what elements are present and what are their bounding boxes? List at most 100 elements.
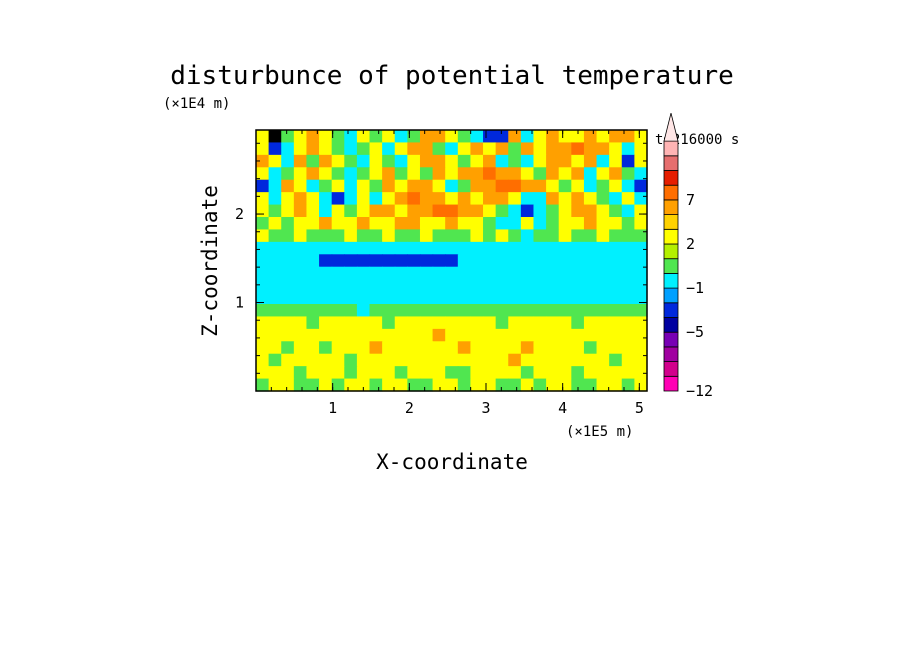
- field-cell: [382, 167, 396, 181]
- field-cell: [558, 341, 572, 355]
- field-cell: [609, 266, 623, 280]
- field-cell: [457, 378, 472, 392]
- field-cell: [382, 217, 396, 231]
- field-cell: [634, 291, 648, 305]
- field-cell: [583, 254, 598, 268]
- field-cell: [495, 229, 509, 243]
- field-cell: [634, 328, 648, 342]
- field-cell: [369, 167, 383, 181]
- field-cell: [256, 179, 270, 193]
- field-cell: [609, 279, 623, 293]
- field-cell: [293, 366, 308, 380]
- field-cell: [470, 366, 484, 380]
- field-cell: [407, 142, 421, 156]
- field-cell: [495, 316, 509, 330]
- field-cell: [445, 154, 459, 168]
- field-cell: [571, 341, 585, 355]
- field-cell: [495, 353, 509, 367]
- field-cell: [445, 254, 459, 268]
- field-cell: [369, 229, 383, 243]
- field-cell: [419, 217, 434, 231]
- field-cell: [571, 179, 585, 193]
- field-cell: [256, 130, 270, 144]
- field-cell: [495, 254, 509, 268]
- field-cell: [621, 304, 635, 318]
- field-cell: [268, 130, 282, 144]
- field-cell: [571, 154, 585, 168]
- field-cell: [546, 328, 560, 342]
- field-cell: [508, 154, 522, 168]
- field-cell: [394, 366, 408, 380]
- field-cell: [546, 179, 560, 193]
- field-cell: [344, 179, 358, 193]
- field-cell: [495, 192, 509, 206]
- colorbar-swatch: [663, 140, 679, 157]
- field-cell: [281, 378, 295, 392]
- field-cell: [583, 154, 598, 168]
- field-cell: [533, 204, 547, 218]
- field-cell: [356, 167, 371, 181]
- field-cell: [293, 229, 308, 243]
- field-cell: [495, 328, 509, 342]
- colorbar-extend-arrow: [663, 113, 679, 142]
- field-cell: [331, 328, 345, 342]
- field-cell: [369, 241, 383, 255]
- field-cell: [432, 304, 446, 318]
- field-cell: [331, 130, 345, 144]
- field-cell: [331, 378, 345, 392]
- field-cell: [256, 266, 270, 280]
- field-cell: [457, 130, 472, 144]
- field-cell: [394, 341, 408, 355]
- colorbar-tick-label: 2: [686, 235, 695, 253]
- colorbar-tick-label: −5: [686, 323, 704, 341]
- field-cell: [331, 279, 345, 293]
- field-cell: [344, 266, 358, 280]
- colorbar-swatch: [663, 361, 679, 377]
- field-cell: [457, 341, 472, 355]
- field-cell: [382, 130, 396, 144]
- field-cell: [483, 229, 497, 243]
- field-cell: [344, 192, 358, 206]
- field-cell: [470, 241, 484, 255]
- field-cell: [319, 291, 333, 305]
- field-cell: [268, 229, 282, 243]
- field-cell: [432, 204, 446, 218]
- field-cell: [558, 142, 572, 156]
- field-cell: [508, 316, 522, 330]
- field-cell: [306, 328, 320, 342]
- field-cell: [483, 204, 497, 218]
- field-cell: [382, 366, 396, 380]
- field-cell: [331, 316, 345, 330]
- field-cell: [407, 316, 421, 330]
- field-cell: [344, 130, 358, 144]
- field-cell: [268, 266, 282, 280]
- field-cell: [596, 241, 610, 255]
- field-cell: [558, 328, 572, 342]
- field-cell: [319, 378, 333, 392]
- field-cell: [344, 304, 358, 318]
- field-cell: [281, 366, 295, 380]
- field-cell: [319, 328, 333, 342]
- field-cell: [256, 142, 270, 156]
- field-cell: [382, 291, 396, 305]
- field-cell: [520, 266, 535, 280]
- field-cell: [293, 254, 308, 268]
- field-cell: [356, 316, 371, 330]
- field-cell: [344, 229, 358, 243]
- field-cell: [445, 192, 459, 206]
- field-cell: [344, 279, 358, 293]
- field-cell: [596, 366, 610, 380]
- field-cell: [356, 142, 371, 156]
- colorbar: −12−5−127: [663, 113, 713, 400]
- field-cell: [382, 204, 396, 218]
- field-cell: [394, 378, 408, 392]
- field-cell: [419, 304, 434, 318]
- field-cell: [483, 241, 497, 255]
- field-cell: [546, 204, 560, 218]
- field-cell: [394, 241, 408, 255]
- field-cell: [293, 154, 308, 168]
- field-cell: [407, 241, 421, 255]
- field-cell: [634, 254, 648, 268]
- field-cell: [256, 154, 270, 168]
- field-cell: [495, 154, 509, 168]
